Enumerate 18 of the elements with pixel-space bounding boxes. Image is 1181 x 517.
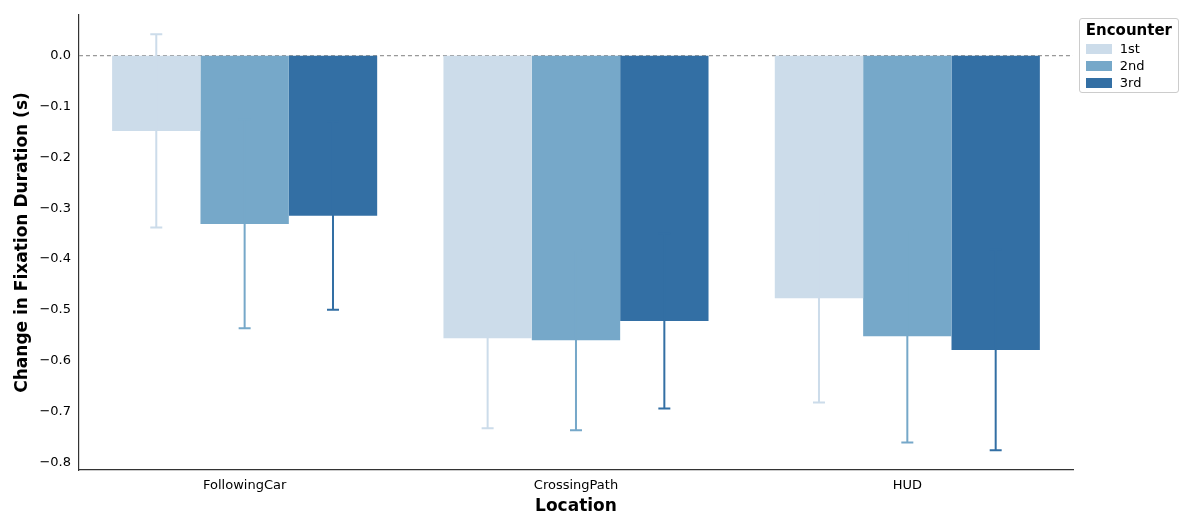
x-tick-label: CrossingPath [533,477,619,493]
legend-label: 1st [1119,41,1140,56]
x-tick-label: FollowingCar [203,477,287,493]
y-tick-label: −0.8 [39,453,71,469]
legend-label: 3rd [1119,75,1142,90]
y-tick-label: −0.7 [39,402,71,418]
legend-title: Encounter [1085,21,1172,39]
y-tick-label: −0.6 [39,352,71,368]
legend-label: 2nd [1119,58,1145,73]
y-tick-label: −0.1 [39,97,71,113]
y-tick-label: −0.4 [39,250,71,266]
y-tick-label: −0.5 [39,301,71,317]
y-tick-label: −0.3 [39,199,71,215]
y-axis-title: Change in Fixation Duration (s) [10,92,31,393]
x-axis-title: Location [535,495,617,516]
x-tick-label: HUD [892,477,922,493]
y-tick-label: 0.0 [50,47,71,63]
y-tick-label: −0.2 [39,148,71,164]
